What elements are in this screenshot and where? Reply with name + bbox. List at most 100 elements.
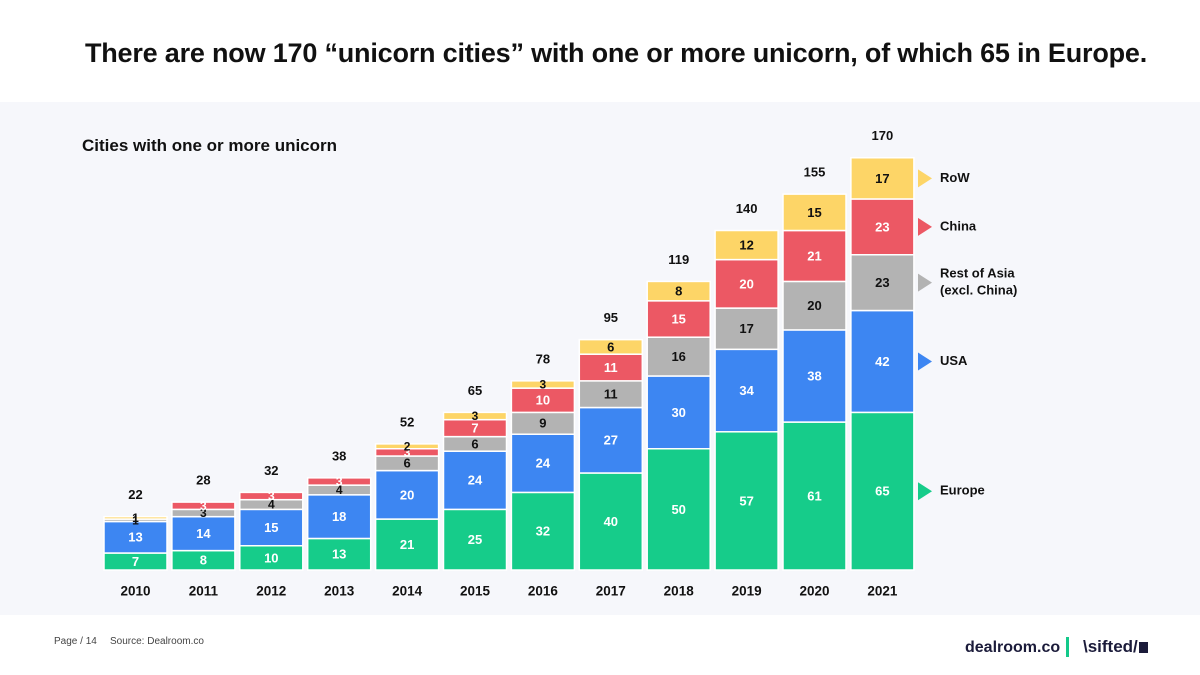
segment-value-label: 17 bbox=[875, 171, 889, 186]
segment-value-label: 21 bbox=[807, 248, 821, 263]
x-tick-label: 2019 bbox=[732, 584, 762, 599]
bar-segment bbox=[306, 494, 372, 540]
segment-value-label: 14 bbox=[196, 526, 211, 541]
x-tick-label: 2013 bbox=[324, 584, 355, 599]
segment-value-label: 38 bbox=[807, 368, 821, 383]
brand-separator bbox=[1066, 637, 1069, 657]
legend-layer: RoW China Rest of Asia (excl. China) USA Euro… bbox=[918, 169, 1017, 501]
bar-total-label: 22 bbox=[128, 487, 142, 502]
source-note: Source: Dealroom.co bbox=[110, 636, 204, 647]
segment-value-label: 12 bbox=[739, 237, 753, 252]
bar-segment bbox=[714, 431, 779, 571]
bar-segment bbox=[510, 491, 576, 571]
segment-value-label: 3 bbox=[200, 506, 207, 520]
segment-value-label: 24 bbox=[468, 473, 483, 488]
bar-segment bbox=[782, 280, 847, 331]
x-tick-label: 2011 bbox=[189, 584, 219, 599]
bar-segment bbox=[578, 406, 644, 474]
segment-value-label: 30 bbox=[671, 405, 685, 420]
bar-segment bbox=[171, 515, 236, 552]
segment-value-label: 11 bbox=[604, 360, 618, 375]
segment-value-label: 50 bbox=[671, 502, 685, 517]
segment-value-label: 2 bbox=[404, 439, 411, 453]
bar-segment bbox=[646, 448, 711, 571]
x-tick-label: 2021 bbox=[867, 584, 898, 599]
bar-total-label: 38 bbox=[332, 448, 346, 463]
x-tick-label: 2015 bbox=[460, 584, 491, 599]
x-tick-label: 2017 bbox=[596, 584, 626, 599]
segment-value-label: 34 bbox=[739, 383, 754, 398]
page-headline: There are now 170 “unicorn cities” with … bbox=[84, 38, 1148, 68]
segment-value-label: 23 bbox=[875, 275, 889, 290]
chart-title: Cities with one or more unicorn bbox=[82, 136, 338, 155]
segment-value-label: 15 bbox=[807, 205, 821, 220]
segment-value-label: 3 bbox=[268, 489, 275, 503]
bars-layer bbox=[103, 157, 915, 571]
segment-value-label: 11 bbox=[604, 387, 618, 402]
bar-segment bbox=[714, 258, 779, 309]
bar-segment bbox=[374, 518, 440, 571]
segment-value-label: 10 bbox=[264, 550, 278, 565]
bar-segment bbox=[103, 515, 168, 520]
segment-value-label: 24 bbox=[536, 456, 551, 471]
bar-total-label: 155 bbox=[804, 165, 826, 180]
x-tick-label: 2014 bbox=[392, 584, 423, 599]
bar-total-label: 140 bbox=[736, 201, 758, 216]
bar-segment bbox=[714, 348, 779, 433]
segment-value-label: 7 bbox=[471, 421, 478, 436]
segment-value-label: 6 bbox=[607, 339, 614, 354]
page-number: Page / 14 bbox=[54, 636, 97, 647]
segment-value-label: 3 bbox=[200, 499, 207, 513]
legend-marker bbox=[918, 482, 932, 501]
bar-segment bbox=[646, 375, 711, 450]
segment-value-label: 13 bbox=[332, 547, 346, 562]
bar-total-label: 78 bbox=[536, 351, 550, 366]
segment-value-label: 20 bbox=[739, 276, 753, 291]
segment-value-label: 32 bbox=[536, 524, 550, 539]
segment-value-label: 3 bbox=[540, 378, 547, 392]
bar-segment bbox=[239, 491, 304, 501]
x-tick-label: 2016 bbox=[528, 584, 559, 599]
legend-marker bbox=[918, 169, 932, 188]
bar-segment bbox=[442, 411, 508, 421]
bar-segment bbox=[578, 472, 644, 571]
bar-segment bbox=[306, 477, 372, 486]
segment-value-label: 1 bbox=[132, 511, 139, 525]
legend-label: China bbox=[940, 218, 977, 233]
bar-segment bbox=[782, 229, 847, 283]
bar-segment bbox=[714, 307, 779, 351]
bar-segment bbox=[171, 501, 236, 511]
bar-segment bbox=[510, 387, 576, 414]
segment-value-label: 42 bbox=[875, 354, 889, 369]
bar-total-label: 32 bbox=[264, 463, 278, 478]
sifted-logo: \sifted/ bbox=[1083, 637, 1148, 657]
bar-segment bbox=[578, 353, 644, 382]
bar-segment bbox=[510, 433, 576, 494]
segment-value-label: 8 bbox=[675, 284, 682, 299]
bar-total-label: 28 bbox=[196, 473, 210, 488]
segment-value-label: 20 bbox=[400, 487, 414, 502]
segment-value-label: 6 bbox=[471, 436, 478, 451]
sifted-logo-text: \sifted/ bbox=[1083, 637, 1138, 656]
bar-segment bbox=[646, 300, 711, 338]
legend-marker bbox=[918, 352, 932, 371]
bar-segment bbox=[239, 508, 304, 547]
segment-value-label: 13 bbox=[128, 530, 142, 545]
legend-label: Europe bbox=[940, 483, 985, 498]
segment-value-label: 7 bbox=[132, 554, 139, 569]
bar-segment bbox=[510, 380, 576, 389]
segment-value-label: 21 bbox=[400, 537, 414, 552]
labels-layer: 7131122201081433282011101543322012131843… bbox=[120, 128, 897, 598]
bar-segment bbox=[850, 157, 915, 200]
legend-marker bbox=[918, 273, 932, 292]
segment-value-label: 27 bbox=[604, 433, 618, 448]
bar-total-label: 170 bbox=[872, 128, 894, 143]
bar-total-label: 65 bbox=[468, 383, 482, 398]
segment-value-label: 40 bbox=[604, 514, 618, 529]
bar-segment bbox=[782, 421, 847, 571]
segment-value-label: 1 bbox=[132, 513, 139, 527]
bar-segment bbox=[578, 338, 644, 355]
bar-segment bbox=[850, 254, 915, 312]
bar-segment bbox=[782, 193, 847, 232]
